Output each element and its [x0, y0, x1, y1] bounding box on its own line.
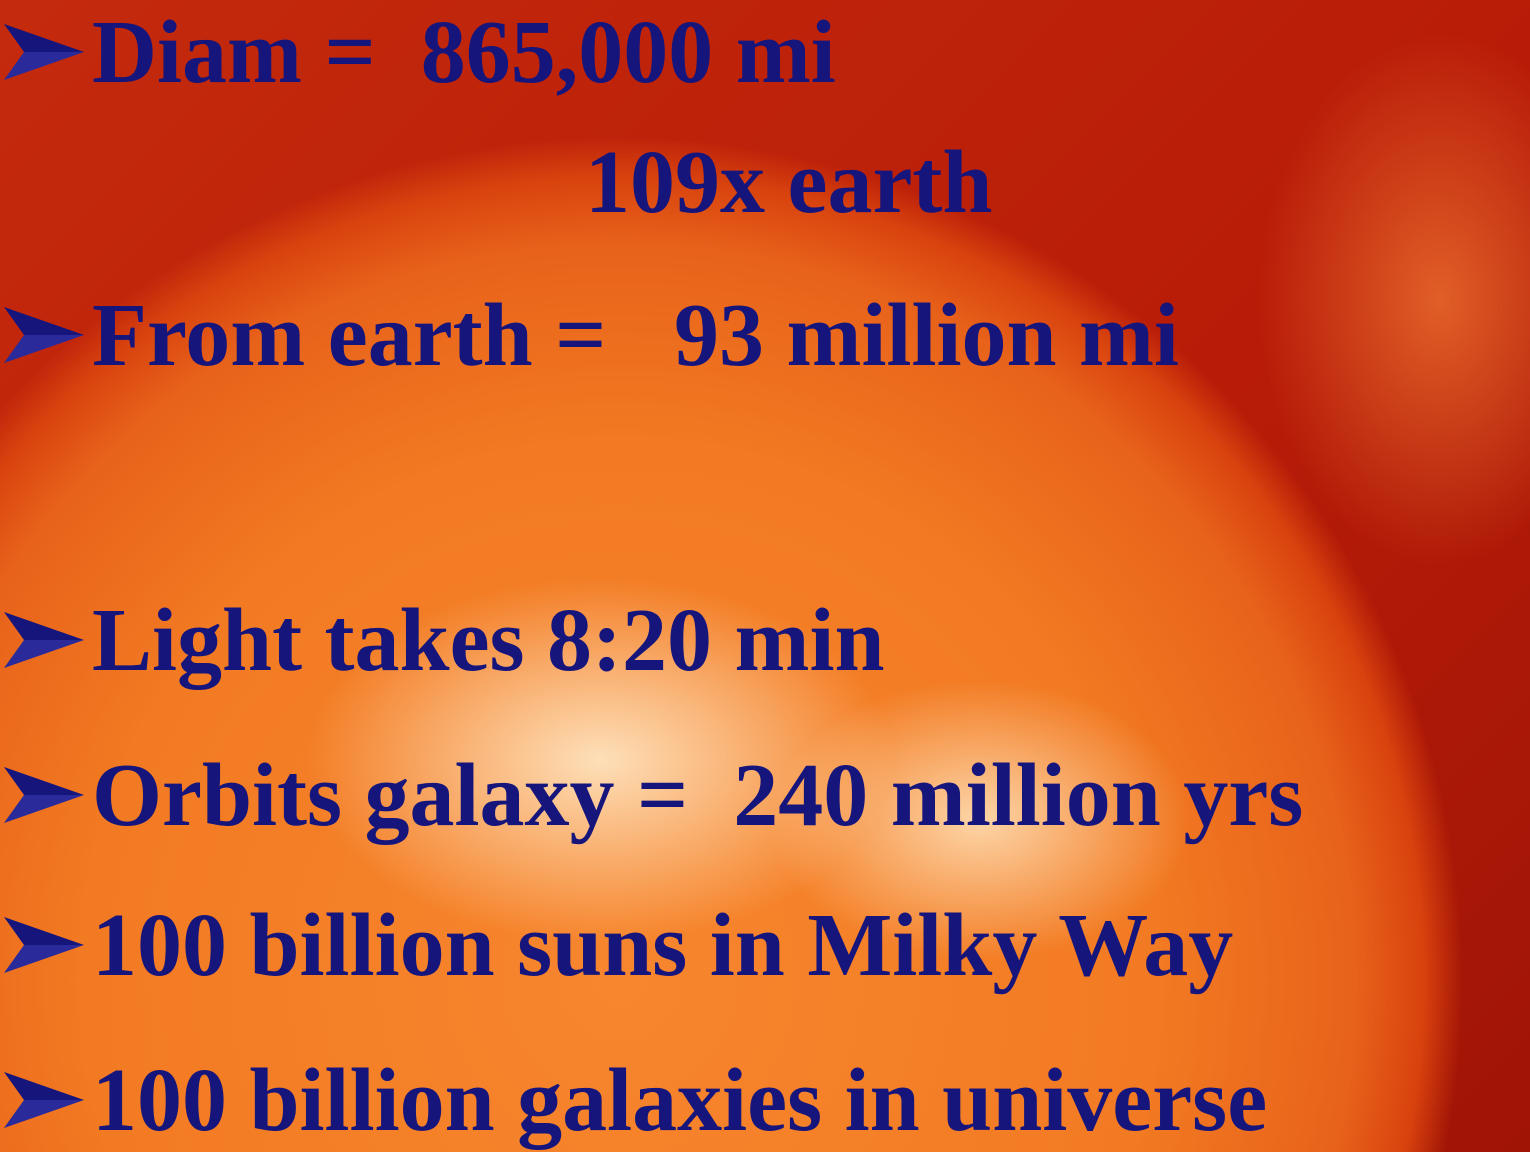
- bullet-text: 100 billion suns in Milky Way: [92, 896, 1233, 995]
- arrow-part: [4, 1100, 84, 1128]
- bullet-arrow: [4, 24, 84, 80]
- bullet-text: Light takes 8:20 min: [92, 591, 885, 690]
- slide-content: Diam = 865,000 mi 109x earth From earth = …: [0, 0, 1530, 1152]
- arrow-part: [4, 795, 84, 823]
- bullet-continuation: 109x earth: [585, 133, 992, 232]
- arrow-part: [4, 640, 84, 668]
- arrow-part: [4, 307, 84, 335]
- arrow-part: [4, 335, 84, 363]
- bullet-text: 100 billion galaxies in universe: [92, 1051, 1267, 1150]
- bullet-arrow: [4, 1072, 84, 1128]
- arrow-part: [4, 612, 84, 640]
- bullet-arrow: [4, 917, 84, 973]
- bullet-arrow: [4, 307, 84, 363]
- bullet-arrow: [4, 612, 84, 668]
- bullet-text: Diam = 865,000 mi: [92, 3, 836, 102]
- arrow-part: [4, 1072, 84, 1100]
- arrow-part: [4, 52, 84, 80]
- arrow-part: [4, 945, 84, 973]
- bullet-text: From earth = 93 million mi: [92, 286, 1179, 385]
- bullet-arrow: [4, 767, 84, 823]
- slide: Diam = 865,000 mi 109x earth From earth = …: [0, 0, 1530, 1152]
- arrow-part: [4, 767, 84, 795]
- bullet-text: Orbits galaxy = 240 million yrs: [92, 746, 1303, 845]
- arrow-part: [4, 24, 84, 52]
- arrow-part: [4, 917, 84, 945]
